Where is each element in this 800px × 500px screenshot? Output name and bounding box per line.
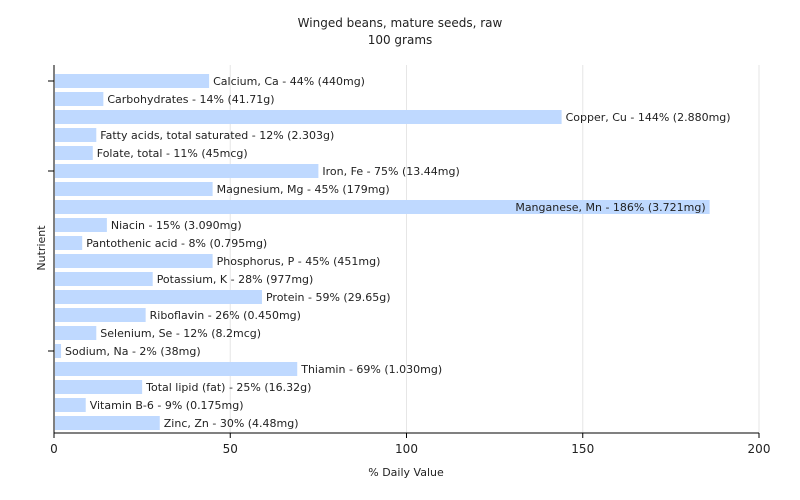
x-tick-label-4: 200 [748,442,771,456]
y-axis-title: Nutrient [35,225,48,271]
bar-label-18: Vitamin B-6 - 9% (0.175mg) [90,399,244,412]
bar-14 [55,326,97,340]
bar-label-19: Zinc, Zn - 30% (4.48mg) [164,417,299,430]
bar-label-12: Protein - 59% (29.65g) [266,291,391,304]
x-tick-label-3: 150 [571,442,594,456]
bar-12 [55,290,262,304]
bar-label-0: Calcium, Ca - 44% (440mg) [213,75,365,88]
bar-7 [55,200,710,214]
bar-13 [55,308,146,322]
bar-label-11: Potassium, K - 28% (977mg) [157,273,314,286]
bar-label-13: Riboflavin - 26% (0.450mg) [150,309,301,322]
bar-6 [55,182,213,196]
bar-8 [55,218,107,232]
bar-label-10: Phosphorus, P - 45% (451mg) [217,255,381,268]
bar-label-17: Total lipid (fat) - 25% (16.32g) [145,381,311,394]
bar-label-6: Magnesium, Mg - 45% (179mg) [217,183,390,196]
bar-5 [55,164,319,178]
axes-group: 0 50 100 150 200 [48,65,770,456]
bar-17 [55,380,143,394]
bar-19 [55,416,160,430]
bar-11 [55,272,153,286]
bar-9 [55,236,83,250]
bar-label-2: Copper, Cu - 144% (2.880mg) [566,111,731,124]
bar-label-16: Thiamin - 69% (1.030mg) [300,363,442,376]
bar-label-15: Sodium, Na - 2% (38mg) [65,345,201,358]
bar-3 [55,128,97,142]
bar-2 [55,110,562,124]
x-tick-label-2: 100 [395,442,418,456]
bar-label-9: Pantothenic acid - 8% (0.795mg) [86,237,267,250]
bar-16 [55,362,298,376]
chart-subtitle: 100 grams [368,33,433,47]
bars-group: Calcium, Ca - 44% (440mg) Carbohydrates -… [55,74,731,430]
bar-15 [55,344,62,358]
bar-label-7: Manganese, Mn - 186% (3.721mg) [515,201,705,214]
bar-label-5: Iron, Fe - 75% (13.44mg) [322,165,459,178]
bar-1 [55,92,104,106]
chart-title: Winged beans, mature seeds, raw [298,16,503,30]
bar-label-3: Fatty acids, total saturated - 12% (2.30… [100,129,334,142]
bar-18 [55,398,86,412]
bar-0 [55,74,210,88]
bar-label-4: Folate, total - 11% (45mcg) [97,147,248,160]
x-tick-label-0: 0 [50,442,58,456]
x-axis-title: % Daily Value [368,466,444,479]
bar-label-1: Carbohydrates - 14% (41.71g) [107,93,274,106]
bar-label-14: Selenium, Se - 12% (8.2mcg) [100,327,261,340]
bar-10 [55,254,213,268]
bar-4 [55,146,93,160]
bar-label-8: Niacin - 15% (3.090mg) [111,219,242,232]
x-tick-label-1: 50 [223,442,238,456]
